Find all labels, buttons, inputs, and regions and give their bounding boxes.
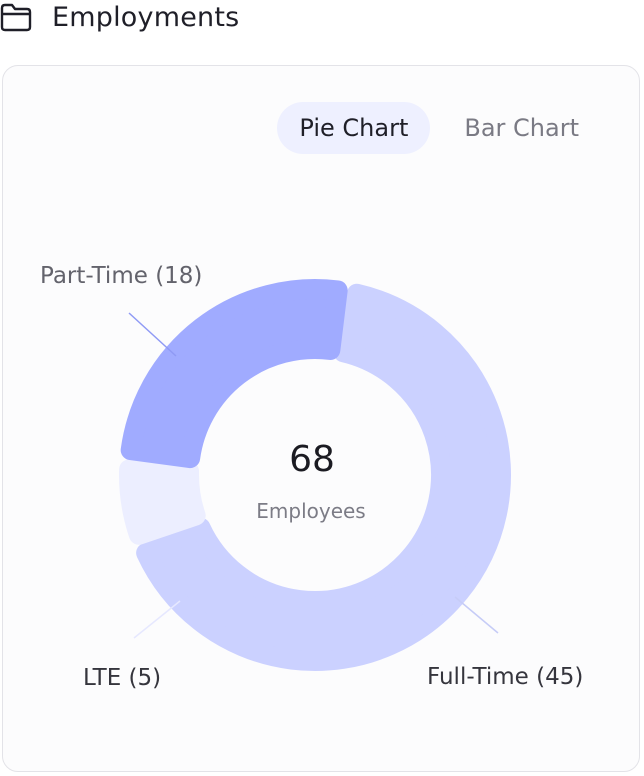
slice-part-time[interactable]: [120, 279, 348, 469]
slice-label-lte: LTE (5): [83, 665, 161, 691]
folder-icon: [0, 3, 32, 32]
section-header: Employments: [0, 0, 239, 34]
leader-line-part-time: [128, 312, 177, 357]
slice-lte[interactable]: [119, 459, 206, 545]
section-title: Employments: [52, 1, 240, 33]
chart-type-tabs: Pie Chart Bar Chart: [277, 102, 601, 154]
tab-bar-chart[interactable]: Bar Chart: [464, 114, 579, 142]
leader-line-full-time: [454, 596, 499, 634]
center-total: 68: [289, 439, 335, 480]
leader-line-lte: [133, 600, 181, 639]
slice-full-time[interactable]: [136, 283, 511, 671]
center-caption: Employees: [256, 499, 365, 523]
tab-pie-chart[interactable]: Pie Chart: [277, 102, 431, 154]
slice-label-part-time: Part-Time (18): [40, 263, 202, 289]
slice-label-full-time: Full-Time (45): [427, 664, 583, 690]
